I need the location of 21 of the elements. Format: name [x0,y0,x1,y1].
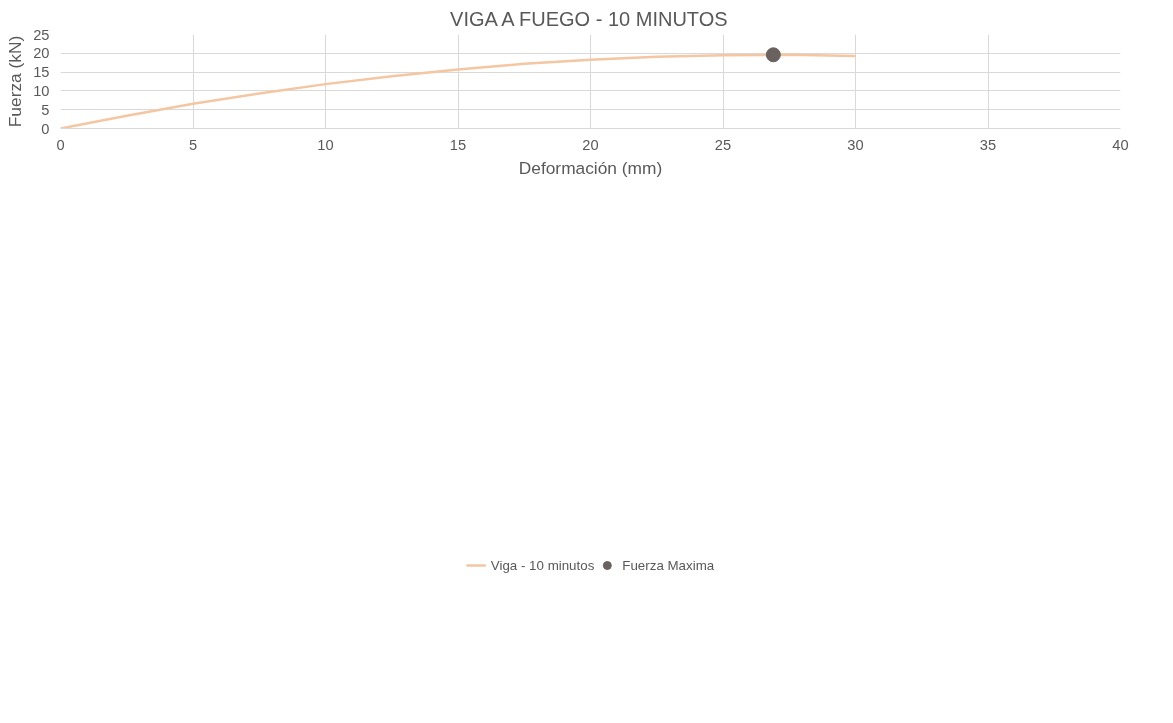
x-tick-label: 5 [188,136,198,153]
x-tick-label: 0 [56,136,65,153]
x-tick-label: 25 [714,136,732,153]
y-tick-label: 20 [33,45,50,62]
chart-title: VIGA A FUEGO - 10 MINUTOS [450,7,728,30]
legend-label: Fuerza Maxima [622,557,715,573]
x-tick-label: 30 [847,136,864,153]
y-tick-label: 15 [33,64,50,81]
x-tick-label: 20 [582,136,599,153]
x-tick-label: 35 [979,136,997,153]
y-tick-label: 10 [33,82,50,99]
line-series [60,53,857,129]
x-tick-label: 15 [449,136,467,153]
y-tick-label: 5 [41,101,50,118]
y-tick-label: 25 [33,26,50,43]
y-tick-label: 0 [41,120,50,137]
x-axis-title: Deformación (mm) [518,157,663,178]
x-tick-label: 10 [317,136,334,153]
y-axis-title: Fuerza (kN) [5,35,26,128]
legend-label: Viga - 10 minutos [490,557,595,573]
x-tick-label: 40 [1112,136,1129,153]
